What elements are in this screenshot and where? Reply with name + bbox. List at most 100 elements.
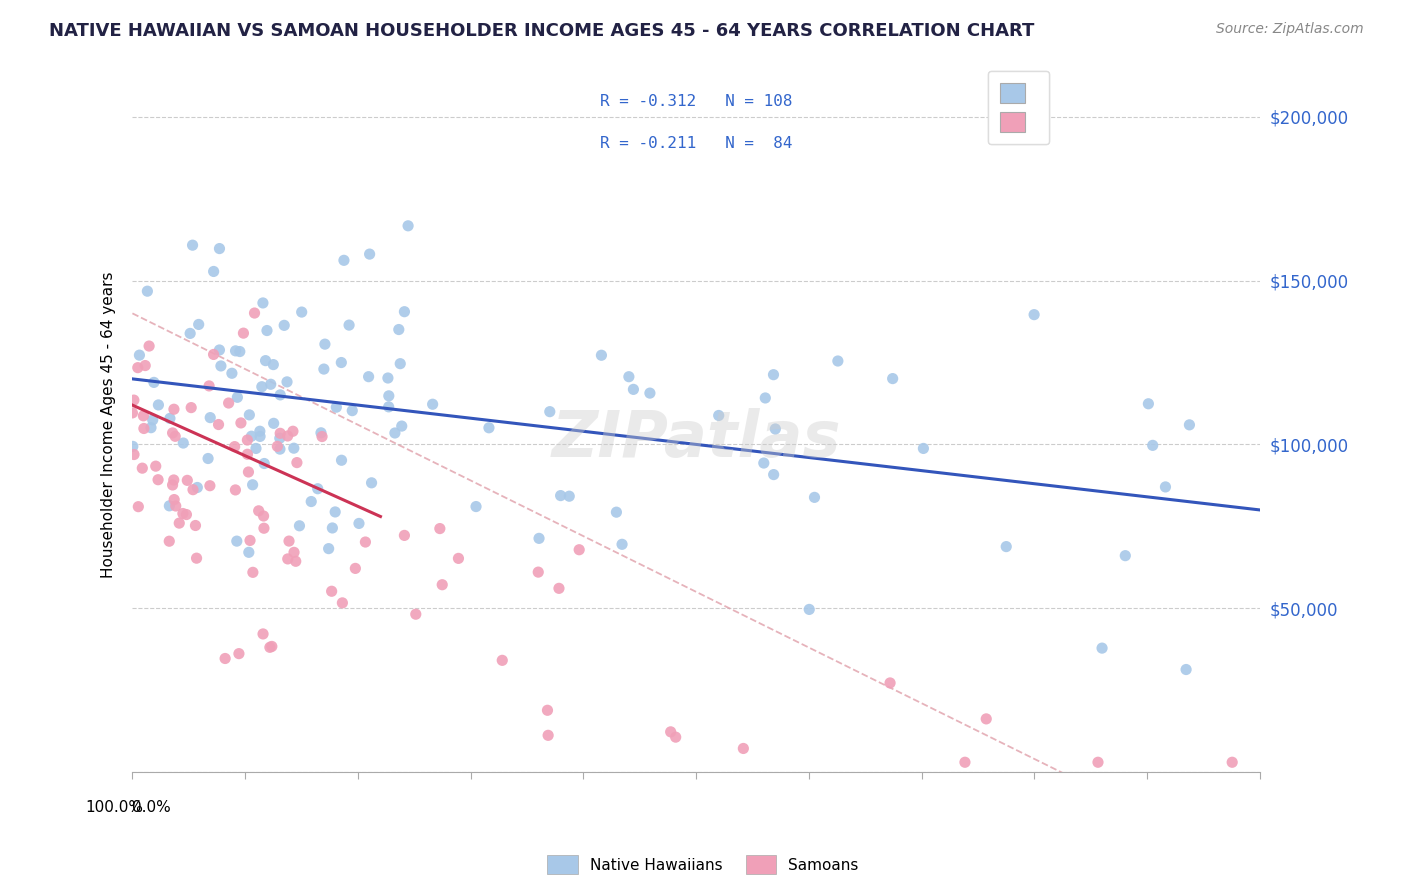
- Point: [238, 545, 260, 559]
- Point: [252, 508, 274, 523]
- Point: [127, 500, 149, 514]
- Point: [465, 500, 488, 514]
- Point: [536, 703, 558, 717]
- Point: [163, 402, 186, 417]
- Point: [763, 422, 786, 436]
- Text: R = -0.312   N = 108: R = -0.312 N = 108: [600, 95, 793, 109]
- Point: [330, 453, 353, 467]
- Point: [184, 518, 207, 533]
- Point: [132, 409, 155, 423]
- Point: [707, 409, 730, 423]
- Point: [249, 424, 271, 438]
- Text: R = -0.211   N =  84: R = -0.211 N = 84: [600, 136, 793, 151]
- Point: [307, 482, 329, 496]
- Point: [429, 522, 451, 536]
- Point: [276, 375, 298, 389]
- Point: [249, 429, 271, 443]
- Point: [558, 489, 581, 503]
- Point: [238, 465, 260, 479]
- Point: [245, 442, 267, 456]
- Point: [347, 516, 370, 531]
- Point: [659, 724, 682, 739]
- Point: [247, 504, 270, 518]
- Point: [384, 425, 406, 440]
- Point: [214, 651, 236, 665]
- Text: 100.0%: 100.0%: [86, 800, 143, 815]
- Point: [1142, 438, 1164, 452]
- Point: [344, 561, 367, 575]
- Point: [277, 552, 299, 566]
- Point: [202, 264, 225, 278]
- Point: [799, 602, 821, 616]
- Point: [330, 355, 353, 369]
- Point: [242, 566, 264, 580]
- Text: Source: ZipAtlas.com: Source: ZipAtlas.com: [1216, 22, 1364, 37]
- Point: [281, 424, 304, 438]
- Point: [229, 416, 252, 430]
- Point: [250, 380, 273, 394]
- Text: NATIVE HAWAIIAN VS SAMOAN HOUSEHOLDER INCOME AGES 45 - 64 YEARS CORRELATION CHAR: NATIVE HAWAIIAN VS SAMOAN HOUSEHOLDER IN…: [49, 22, 1035, 40]
- Point: [377, 400, 399, 414]
- Point: [605, 505, 627, 519]
- Point: [176, 474, 198, 488]
- Point: [221, 366, 243, 380]
- Point: [146, 473, 169, 487]
- Legend: , : ,: [988, 71, 1049, 145]
- Point: [333, 253, 356, 268]
- Point: [181, 483, 204, 497]
- Point: [256, 324, 278, 338]
- Point: [733, 741, 755, 756]
- Point: [259, 640, 281, 655]
- Point: [224, 440, 246, 454]
- Point: [332, 596, 354, 610]
- Point: [228, 647, 250, 661]
- Point: [405, 607, 427, 622]
- Point: [752, 456, 775, 470]
- Point: [121, 439, 143, 453]
- Point: [218, 396, 240, 410]
- Point: [912, 442, 935, 456]
- Point: [312, 362, 335, 376]
- Point: [269, 442, 291, 457]
- Point: [167, 516, 190, 530]
- Y-axis label: Householder Income Ages 45 - 64 years: Householder Income Ages 45 - 64 years: [101, 271, 115, 578]
- Point: [229, 344, 252, 359]
- Point: [253, 521, 276, 535]
- Point: [209, 359, 232, 373]
- Point: [277, 429, 299, 443]
- Point: [827, 354, 849, 368]
- Point: [278, 534, 301, 549]
- Point: [432, 578, 454, 592]
- Point: [321, 584, 343, 599]
- Point: [288, 518, 311, 533]
- Point: [527, 565, 550, 579]
- Point: [208, 242, 231, 256]
- Text: ZIPatlas: ZIPatlas: [551, 408, 841, 470]
- Point: [202, 347, 225, 361]
- Point: [207, 417, 229, 432]
- Point: [1114, 549, 1136, 563]
- Point: [269, 426, 291, 441]
- Point: [198, 479, 221, 493]
- Point: [1024, 308, 1046, 322]
- Point: [1178, 417, 1201, 432]
- Point: [136, 284, 159, 298]
- Point: [394, 528, 416, 542]
- Point: [142, 413, 165, 427]
- Point: [762, 368, 785, 382]
- Point: [254, 353, 277, 368]
- Point: [1154, 480, 1177, 494]
- Point: [377, 371, 399, 385]
- Point: [284, 554, 307, 568]
- Point: [122, 448, 145, 462]
- Point: [176, 508, 198, 522]
- Point: [163, 492, 186, 507]
- Point: [359, 247, 381, 261]
- Point: [232, 326, 254, 340]
- Point: [157, 534, 180, 549]
- Point: [337, 318, 360, 332]
- Point: [591, 348, 613, 362]
- Point: [181, 238, 204, 252]
- Point: [447, 551, 470, 566]
- Text: 0.0%: 0.0%: [132, 800, 172, 815]
